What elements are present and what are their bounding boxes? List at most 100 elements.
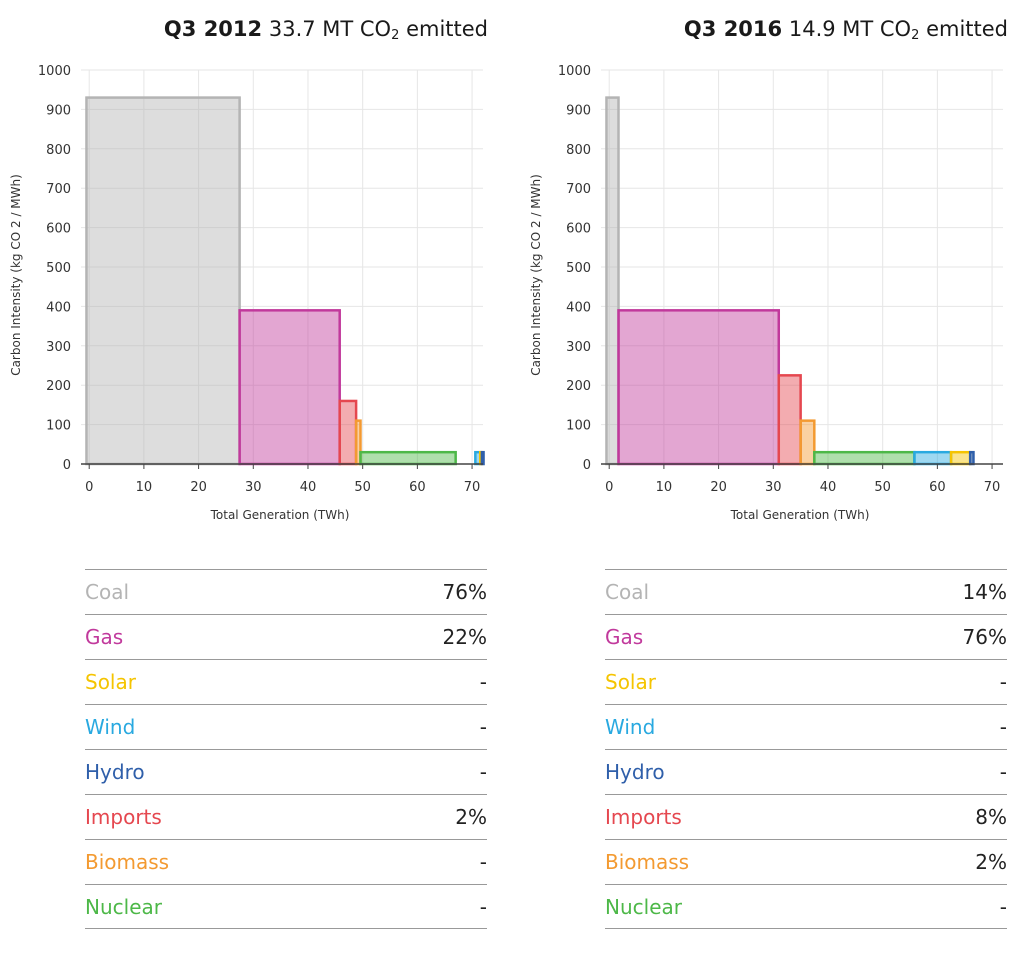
source-label: Imports [85, 805, 162, 829]
y-tick-label: 700 [566, 182, 591, 197]
x-tick-label: 40 [820, 480, 837, 495]
x-tick-label: 60 [409, 480, 426, 495]
share-value: 2% [975, 850, 1007, 874]
bar-nuclear [359, 450, 457, 466]
share-value: - [999, 760, 1007, 784]
y-tick-label: 200 [566, 379, 591, 394]
y-tick-label: 1000 [558, 64, 591, 79]
source-label: Gas [85, 625, 124, 649]
share-row-coal: Coal 76% [85, 569, 487, 614]
share-row-imports: Imports 2% [85, 794, 487, 839]
share-value: 14% [962, 580, 1007, 604]
share-value: - [479, 715, 487, 739]
x-tick-label: 70 [464, 480, 481, 495]
title-period: Q3 2012 [163, 17, 263, 41]
x-tick-label: 50 [354, 480, 371, 495]
share-value: 22% [442, 625, 487, 649]
x-tick-label: 0 [605, 480, 613, 495]
generation-share-table: Coal 14% Gas 76% Solar - Wind - Hydro - Imports 8% B… [605, 569, 1007, 929]
y-tick-label: 300 [46, 340, 71, 355]
y-tick-label: 700 [46, 182, 71, 197]
y-tick-label: 0 [583, 458, 591, 473]
y-tick-label: 100 [46, 419, 71, 434]
share-value: 76% [962, 625, 1007, 649]
source-label: Gas [605, 625, 644, 649]
source-label: Wind [605, 715, 656, 739]
share-value: - [479, 760, 487, 784]
title-suffix: emitted [406, 17, 488, 41]
y-tick-label: 900 [46, 103, 71, 118]
share-row-hydro: Hydro - [85, 749, 487, 794]
x-tick-label: 10 [656, 480, 673, 495]
y-tick-label: 600 [566, 222, 591, 237]
share-row-gas: Gas 76% [605, 614, 1007, 659]
share-row-biomass: Biomass - [85, 839, 487, 884]
x-tick-label: 50 [874, 480, 891, 495]
x-tick-label: 60 [929, 480, 946, 495]
share-row-solar: Solar - [605, 659, 1007, 704]
y-tick-label: 300 [566, 340, 591, 355]
y-tick-label: 400 [46, 300, 71, 315]
share-row-gas: Gas 22% [85, 614, 487, 659]
bar-biomass [799, 419, 816, 466]
bar-imports [777, 374, 802, 466]
title-period: Q3 2016 [683, 17, 783, 41]
share-value: - [479, 670, 487, 694]
generation-share-table: Coal 76% Gas 22% Solar - Wind - Hydro - Imports 2% B… [85, 569, 487, 929]
y-tick-label: 800 [566, 143, 591, 158]
bar-hydro [968, 450, 975, 466]
share-value: 76% [442, 580, 487, 604]
bar-wind [913, 450, 953, 466]
x-tick-label: 40 [300, 480, 317, 495]
bar-gas [238, 309, 341, 466]
source-label: Solar [605, 670, 656, 694]
y-tick-label: 500 [46, 261, 71, 276]
share-row-biomass: Biomass 2% [605, 839, 1007, 884]
y-tick-label: 800 [46, 143, 71, 158]
x-tick-label: 0 [85, 480, 93, 495]
share-row-coal: Coal 14% [605, 569, 1007, 614]
y-tick-label: 900 [566, 103, 591, 118]
bar-gas [617, 309, 781, 466]
source-label: Hydro [605, 760, 665, 784]
bar-coal [605, 96, 620, 466]
source-label: Nuclear [605, 894, 682, 919]
x-tick-label: 20 [710, 480, 727, 495]
y-tick-label: 400 [566, 300, 591, 315]
source-label: Biomass [85, 850, 170, 874]
x-axis-label: Total Generation (TWh) [730, 508, 870, 522]
title-subscript: 2 [391, 28, 400, 43]
y-tick-label: 1000 [38, 64, 71, 79]
share-value: - [999, 670, 1007, 694]
chart-title: Q3 2012 33.7 MT CO2 emitted [164, 17, 488, 43]
y-tick-label: 0 [63, 458, 71, 473]
y-tick-label: 600 [46, 222, 71, 237]
x-tick-label: 30 [245, 480, 262, 495]
y-tick-label: 500 [566, 261, 591, 276]
share-value: - [999, 894, 1007, 919]
share-value: - [999, 715, 1007, 739]
share-value: - [479, 850, 487, 874]
source-label: Wind [85, 715, 136, 739]
panel-q3-2016: Q3 2016 14.9 MT CO2 emitted 0 100 200 300 40… [520, 0, 1024, 967]
source-label: Biomass [605, 850, 690, 874]
share-row-wind: Wind - [85, 704, 487, 749]
x-tick-label: 10 [136, 480, 153, 495]
share-row-hydro: Hydro - [605, 749, 1007, 794]
x-tick-label: 20 [190, 480, 207, 495]
panel-q3-2012: Q3 2012 33.7 MT CO2 emitted 0 100 200 300 40… [9, 17, 488, 929]
bar-hydro [480, 450, 485, 466]
y-tick-label: 200 [46, 379, 71, 394]
y-axis-label: Carbon Intensity (kg CO 2 / MWh) [529, 174, 543, 376]
source-label: Nuclear [85, 894, 162, 919]
carbon-intensity-chart: 0 100 200 300 400 500 600 700 800 900 1000 0 10 20 30 4… [529, 64, 1003, 522]
share-value: 8% [975, 805, 1007, 829]
bar-nuclear [813, 450, 916, 466]
bar-coal [85, 96, 241, 466]
y-axis-label: Carbon Intensity (kg CO 2 / MWh) [9, 174, 23, 376]
carbon-intensity-chart: 0 100 200 300 400 500 600 700 800 900 1000 0 10 20 30 4… [9, 64, 485, 522]
source-label: Hydro [85, 760, 145, 784]
source-label: Coal [85, 580, 130, 604]
x-tick-label: 70 [984, 480, 1001, 495]
x-axis-label: Total Generation (TWh) [210, 508, 350, 522]
